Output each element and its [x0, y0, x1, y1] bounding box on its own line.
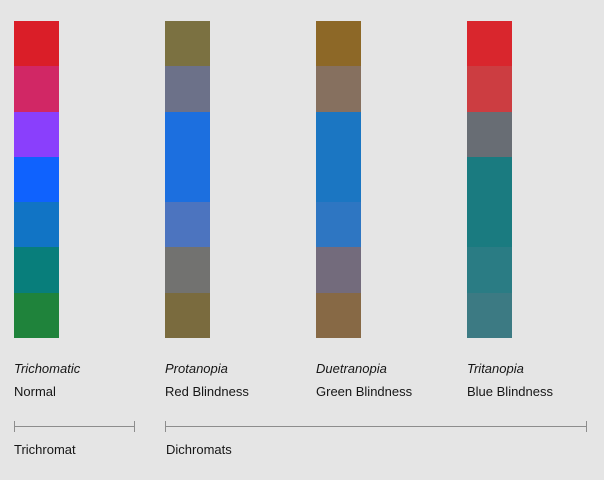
- dichromats-bracket: [165, 421, 587, 432]
- vision-type-name: Protanopia: [165, 361, 228, 376]
- color-swatch: [14, 21, 59, 67]
- color-swatch: [14, 247, 59, 293]
- color-swatch: [467, 111, 512, 157]
- color-swatch: [165, 66, 210, 112]
- color-swatch: [165, 156, 210, 203]
- vision-type-name: Tritanopia: [467, 361, 524, 376]
- dichromats-label: Dichromats: [166, 442, 232, 457]
- column-tritanopia: Tritanopia Blue Blindness: [467, 0, 604, 410]
- color-swatch: [165, 111, 210, 157]
- color-swatch: [14, 66, 59, 112]
- bracket-line: [14, 426, 135, 427]
- color-swatch: [316, 111, 361, 157]
- trichromat-label: Trichromat: [14, 442, 76, 457]
- color-swatch: [316, 247, 361, 293]
- color-swatch: [165, 247, 210, 293]
- vision-type-name: Duetranopia: [316, 361, 387, 376]
- vision-type-description: Red Blindness: [165, 384, 249, 399]
- trichromat-bracket: [14, 421, 135, 432]
- vision-type-description: Green Blindness: [316, 384, 413, 399]
- column-duetranopia: Duetranopia Green Blindness: [316, 0, 456, 410]
- vision-type-description: Blue Blindness: [467, 384, 553, 399]
- color-swatch: [316, 66, 361, 112]
- color-swatch: [316, 292, 361, 338]
- color-strip: [316, 21, 361, 338]
- color-swatch: [14, 156, 59, 203]
- color-swatch: [165, 21, 210, 67]
- column-normal: Trichomatic Normal: [14, 0, 154, 410]
- bracket-line: [165, 426, 587, 427]
- color-swatch: [467, 247, 512, 293]
- color-swatch: [14, 111, 59, 157]
- color-swatch: [467, 292, 512, 338]
- color-strip: [467, 21, 512, 338]
- color-strip: [14, 21, 59, 338]
- color-swatch: [467, 156, 512, 203]
- bracket-tick: [586, 421, 587, 432]
- color-swatch: [165, 292, 210, 338]
- bracket-tick: [134, 421, 135, 432]
- color-swatch: [165, 202, 210, 248]
- color-swatch: [316, 156, 361, 203]
- vision-type-description: Normal: [14, 384, 56, 399]
- color-swatch: [316, 21, 361, 67]
- column-protanopia: Protanopia Red Blindness: [165, 0, 305, 410]
- color-swatch: [14, 202, 59, 248]
- color-swatch: [316, 202, 361, 248]
- color-swatch: [467, 202, 512, 248]
- color-swatch: [14, 292, 59, 338]
- vision-type-name: Trichomatic: [14, 361, 81, 376]
- color-swatch: [467, 21, 512, 67]
- color-strip: [165, 21, 210, 338]
- color-swatch: [467, 66, 512, 112]
